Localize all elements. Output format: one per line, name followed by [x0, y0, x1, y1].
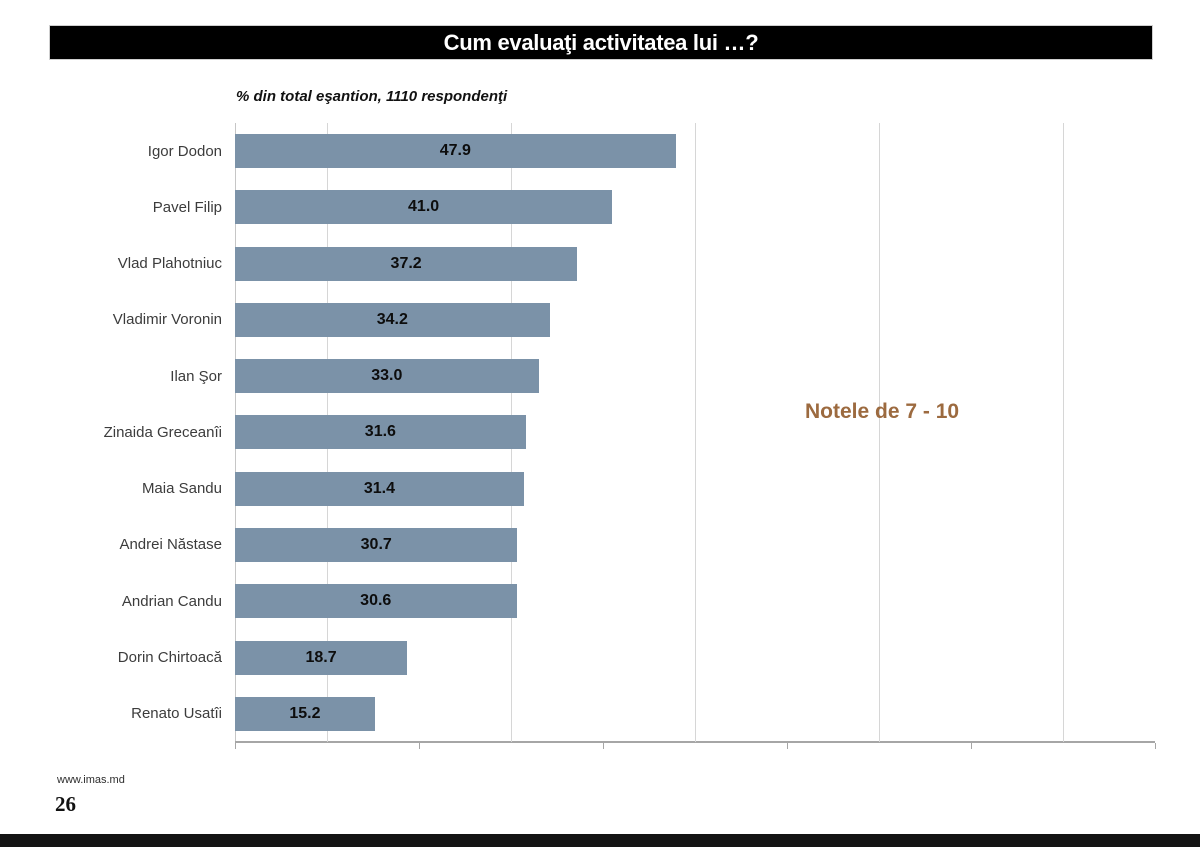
plot-area: 47.9 41.0 37.2 34.2 33.0 31.6 31.4 30.7 30.6 18.7… [235, 123, 1156, 749]
bar: 15.2 [235, 696, 375, 731]
annotation-note: Notele de 7 - 10 [805, 400, 960, 423]
x-tick-mark [1155, 743, 1156, 749]
bar-row: 15.2 [235, 686, 1155, 742]
category-label: Zinaida Greceanîi [103, 423, 222, 441]
page-number: 26 [55, 792, 76, 816]
category-label: Vlad Plahotniuc [117, 255, 222, 273]
category-label: Vladimir Voronin [112, 311, 222, 329]
x-tick-mark [603, 743, 604, 749]
bar: 41.0 [235, 190, 613, 225]
bar-value-label: 41.0 [408, 198, 440, 216]
bar-value-label: 15.2 [289, 704, 321, 722]
bar: 33.0 [235, 359, 539, 394]
gridline [1063, 123, 1064, 742]
bar-value-label: 37.2 [390, 254, 422, 272]
footer-website: www.imas.md [57, 774, 125, 786]
bar: 37.2 [235, 246, 578, 281]
x-tick-mark [787, 743, 788, 749]
bar: 31.4 [235, 471, 524, 506]
bar-row: 37.2 [235, 236, 1155, 292]
gridline [695, 123, 696, 742]
bar-value-label: 47.9 [439, 142, 471, 160]
bar: 47.9 [235, 134, 676, 169]
bar-row: 33.0 [235, 348, 1155, 404]
bar-value-label: 30.7 [360, 535, 392, 553]
category-label: Pavel Filip [152, 198, 222, 216]
category-labels: Igor Dodon Pavel Filip Vlad Plahotniuc Vlad… [0, 123, 222, 742]
bar-value-label: 33.0 [371, 367, 403, 385]
bar-value-label: 31.6 [364, 423, 396, 441]
category-label: Renato Usatîi [131, 705, 222, 723]
bar-chart: Igor Dodon Pavel Filip Vlad Plahotniuc Vlad… [0, 123, 1200, 749]
chart-subtitle: % din total eşantion, 1110 respondenţi [236, 88, 508, 105]
bar-row: 30.6 [235, 573, 1155, 629]
bar-row: 30.7 [235, 517, 1155, 573]
bars: 47.9 41.0 37.2 34.2 33.0 31.6 31.4 30.7 30.6 18.7… [235, 123, 1155, 742]
bar-row: 34.2 [235, 292, 1155, 348]
bottom-strip [0, 834, 1200, 847]
bar: 30.7 [235, 527, 518, 562]
bar: 34.2 [235, 302, 550, 337]
bar: 30.6 [235, 584, 517, 619]
bar-value-label: 18.7 [305, 648, 337, 666]
bar-row: 31.4 [235, 461, 1155, 517]
bar-row: 47.9 [235, 123, 1155, 179]
title-banner: Cum evaluaţi activitatea lui …? [49, 25, 1153, 60]
bar-row: 41.0 [235, 179, 1155, 235]
category-label: Andrei Năstase [119, 536, 222, 554]
bar-value-label: 30.6 [360, 592, 392, 610]
category-label: Ilan Şor [170, 367, 222, 385]
x-tick-mark [235, 743, 236, 749]
category-label: Igor Dodon [147, 142, 222, 160]
gridline [879, 123, 880, 742]
x-axis-line [235, 741, 1155, 743]
bar-row: 18.7 [235, 629, 1155, 685]
bar: 18.7 [235, 640, 408, 675]
category-label: Dorin Chirtoacă [117, 649, 222, 667]
bar-value-label: 31.4 [363, 479, 396, 497]
x-tick-mark [419, 743, 420, 749]
x-tick-mark [971, 743, 972, 749]
category-label: Andrian Candu [121, 592, 222, 610]
bar-value-label: 34.2 [376, 310, 408, 328]
page-title: Cum evaluaţi activitatea lui …? [443, 29, 759, 55]
category-label: Maia Sandu [141, 480, 222, 498]
bar-row: 31.6 [235, 404, 1155, 460]
bar: 31.6 [235, 415, 526, 450]
